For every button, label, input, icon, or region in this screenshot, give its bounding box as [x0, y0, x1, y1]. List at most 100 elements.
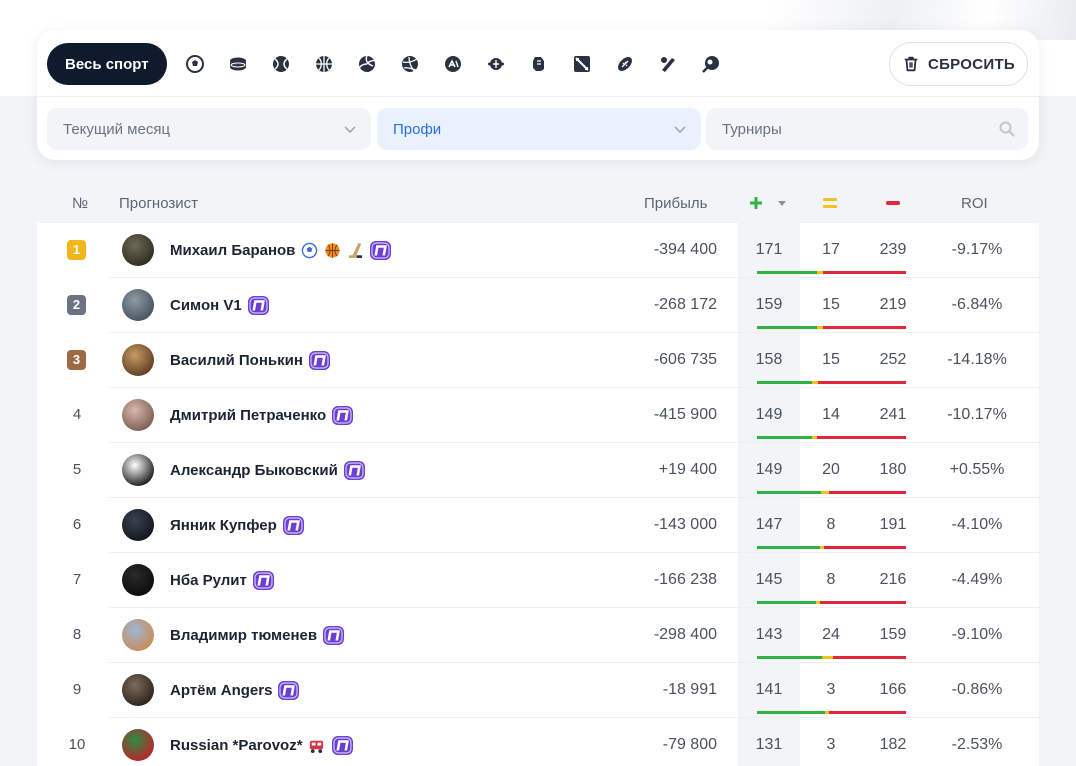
- forecaster-link[interactable]: Russian *Parovoz*: [170, 735, 354, 756]
- forecaster-name: Симон V1: [170, 297, 242, 314]
- wins-bar: [757, 436, 812, 439]
- losses-count: 241: [879, 406, 907, 423]
- sort-caret-icon[interactable]: [778, 201, 786, 206]
- table-row[interactable]: 3 Василий Понькин -606 735 158 15 252 -14.18%: [37, 333, 1039, 388]
- football-filter-button[interactable]: [180, 49, 210, 79]
- dota-filter-button[interactable]: [567, 49, 597, 79]
- row-divider: [109, 552, 1039, 553]
- baseball-icon: [660, 57, 675, 72]
- avatar[interactable]: [122, 729, 154, 761]
- wins-header-plus-icon[interactable]: [749, 196, 763, 210]
- basketball-filter-button[interactable]: [309, 49, 339, 79]
- avatar[interactable]: [122, 509, 154, 541]
- american-football-icon: [617, 57, 632, 71]
- volleyball-filter-button[interactable]: [352, 49, 382, 79]
- table-header: № Прогнозист Прибыль: [37, 183, 1039, 223]
- profit-value: -298 400: [653, 626, 717, 643]
- football-icon: [185, 55, 204, 73]
- roi-header[interactable]: ROI: [961, 195, 988, 212]
- avatar[interactable]: [122, 234, 154, 266]
- table-row[interactable]: 7 Нба Рулит -166 238 145 8 216 -4.49%: [37, 553, 1039, 608]
- profit-value: -18 991: [662, 681, 717, 698]
- wins-bar: [757, 656, 823, 659]
- tournaments-search[interactable]: Турниры: [706, 108, 1028, 150]
- forecaster-link[interactable]: Александр Быковский: [170, 460, 366, 481]
- table-row[interactable]: 4 Дмитрий Петраченко -415 900 149 14 241 -10.1…: [37, 388, 1039, 443]
- tennis-filter-button[interactable]: [266, 49, 296, 79]
- avatar[interactable]: [122, 564, 154, 596]
- billiards-icon: [701, 56, 719, 73]
- losses-count: 252: [879, 351, 907, 368]
- hockey-icon: [346, 242, 364, 260]
- profit-value: -143 000: [653, 516, 717, 533]
- mma-filter-button[interactable]: [524, 49, 554, 79]
- forecaster-name: Владимир тюменев: [170, 627, 318, 644]
- avatar[interactable]: [122, 619, 154, 651]
- table-tennis-filter-button[interactable]: [481, 49, 511, 79]
- forecaster-link[interactable]: Михаил Баранов: [170, 240, 392, 261]
- forecaster-link[interactable]: Артём Angers: [170, 680, 300, 701]
- pro-badge-icon: [247, 296, 269, 315]
- losses-bar: [833, 656, 906, 659]
- forecaster-link[interactable]: Нба Рулит: [170, 570, 275, 591]
- divider: [37, 96, 1039, 97]
- baseball-filter-button[interactable]: [653, 49, 683, 79]
- losses-bar: [822, 326, 906, 329]
- losses-count: 216: [879, 571, 907, 588]
- avatar[interactable]: [122, 399, 154, 431]
- hockey-puck-filter-button[interactable]: [223, 49, 253, 79]
- forecaster-link[interactable]: Симон V1: [170, 295, 270, 316]
- wins-count: 158: [755, 351, 783, 368]
- forecaster-link[interactable]: Василий Понькин: [170, 350, 331, 371]
- hockey-puck-icon: [229, 57, 246, 71]
- table-row[interactable]: 5 Александр Быковский +19 400 149 20 180 +0.55…: [37, 443, 1039, 498]
- football-icon: [300, 242, 318, 260]
- draws-bar: [824, 711, 829, 714]
- period-select[interactable]: Текущий месяц: [47, 108, 371, 150]
- profit-header[interactable]: Прибыль: [644, 195, 708, 212]
- wins-count: 149: [755, 406, 783, 423]
- handball-filter-button[interactable]: [395, 49, 425, 79]
- results-bar: [757, 656, 906, 659]
- draws-header-equals-icon[interactable]: [823, 197, 837, 209]
- reset-button[interactable]: СБРОСИТЬ: [888, 42, 1028, 86]
- forecaster-link[interactable]: Дмитрий Петраченко: [170, 405, 354, 426]
- tournaments-placeholder: Турниры: [722, 120, 782, 138]
- forecaster-name: Russian *Parovoz*: [170, 737, 303, 754]
- table-row[interactable]: 8 Владимир тюменев -298 400 143 24 159 -9.10%: [37, 608, 1039, 663]
- wins-count: 149: [755, 461, 783, 478]
- losses-count: 159: [879, 626, 907, 643]
- table-tennis-icon: [487, 58, 504, 70]
- roi-value: -0.86%: [951, 681, 1003, 698]
- table-row[interactable]: 6 Янник Купфер -143 000 147 8 191 -4.10%: [37, 498, 1039, 553]
- table-row[interactable]: 2 Симон V1 -268 172 159 15 219 -6.84%: [37, 278, 1039, 333]
- avatar[interactable]: [122, 289, 154, 321]
- esports-filter-button[interactable]: [438, 49, 468, 79]
- american-football-filter-button[interactable]: [610, 49, 640, 79]
- draws-count: 15: [822, 296, 840, 313]
- losses-header-minus-icon[interactable]: [886, 201, 900, 205]
- forecaster-link[interactable]: Янник Купфер: [170, 515, 305, 536]
- results-bar: [757, 271, 906, 274]
- category-select[interactable]: Профи: [377, 108, 701, 150]
- wins-count: 145: [755, 571, 783, 588]
- table-row[interactable]: 1 Михаил Баранов -394 400 171 17 239 -9.17%: [37, 223, 1039, 278]
- losses-count: 182: [879, 736, 907, 753]
- forecaster-header: Прогнозист: [119, 195, 199, 212]
- avatar[interactable]: [122, 344, 154, 376]
- losses-bar: [824, 546, 906, 549]
- draws-bar: [815, 601, 820, 604]
- profit-value: -166 238: [653, 571, 717, 588]
- avatar[interactable]: [122, 454, 154, 486]
- table-row[interactable]: 10 Russian *Parovoz* -79 800 131 3 182 -2.53%: [37, 718, 1039, 766]
- billiards-filter-button[interactable]: [696, 49, 726, 79]
- wins-bar: [757, 711, 825, 714]
- roi-value: -14.18%: [947, 351, 1007, 368]
- forecaster-name: Александр Быковский: [170, 462, 338, 479]
- losses-count: 239: [879, 241, 907, 258]
- all-sport-button[interactable]: Весь спорт: [47, 43, 167, 85]
- results-bar: [757, 326, 906, 329]
- table-row[interactable]: 9 Артём Angers -18 991 141 3 166 -0.86%: [37, 663, 1039, 718]
- avatar[interactable]: [122, 674, 154, 706]
- forecaster-link[interactable]: Владимир тюменев: [170, 625, 345, 646]
